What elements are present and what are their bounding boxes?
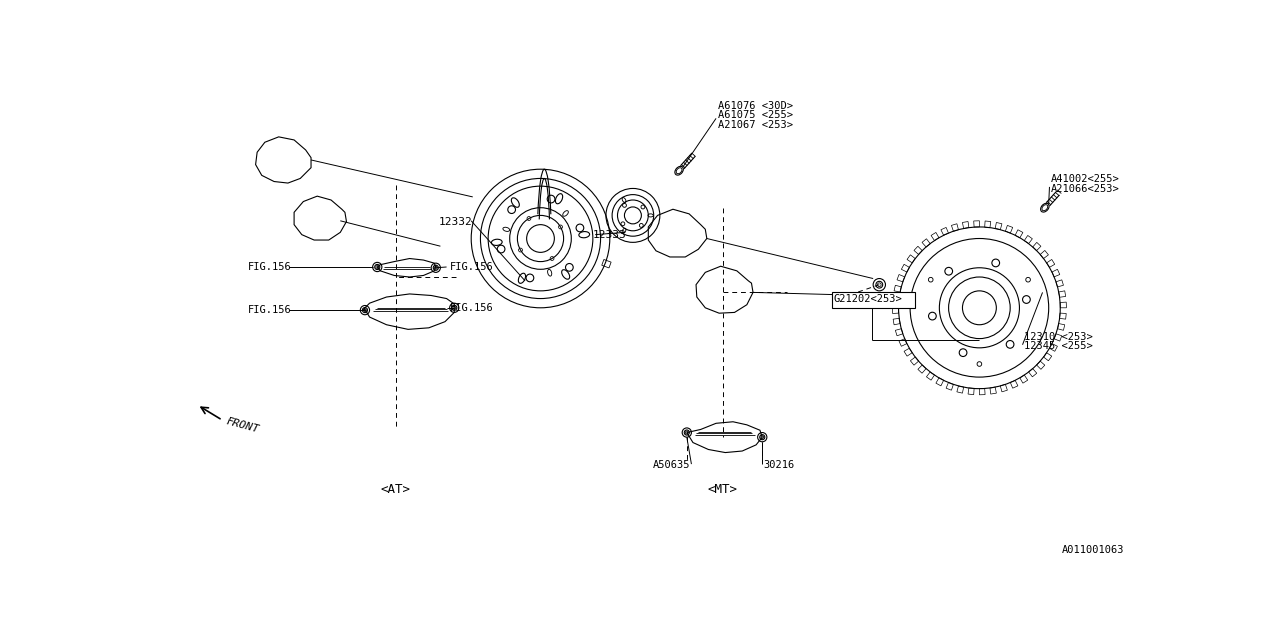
Text: A61076 <30D>: A61076 <30D> xyxy=(718,101,792,111)
Text: 30216: 30216 xyxy=(764,460,795,470)
Bar xyxy=(832,292,915,308)
Text: FIG.156: FIG.156 xyxy=(248,305,292,315)
Text: 12333: 12333 xyxy=(593,230,627,241)
Text: FRONT: FRONT xyxy=(225,416,260,435)
Bar xyxy=(602,259,611,268)
Text: <MT>: <MT> xyxy=(708,483,739,495)
Text: FIG.156: FIG.156 xyxy=(449,303,493,313)
Text: 12332: 12332 xyxy=(439,216,472,227)
Text: FIG.156: FIG.156 xyxy=(449,262,493,272)
Text: A61075 <255>: A61075 <255> xyxy=(718,110,792,120)
Text: 12310 <253>: 12310 <253> xyxy=(1024,332,1093,342)
Text: G21202<253>: G21202<253> xyxy=(833,294,902,303)
Text: A011001063: A011001063 xyxy=(1061,545,1124,555)
Text: FIG.156: FIG.156 xyxy=(248,262,292,272)
Text: 12345 <255>: 12345 <255> xyxy=(1024,341,1093,351)
Text: A21067 <253>: A21067 <253> xyxy=(718,120,792,130)
Text: <AT>: <AT> xyxy=(380,483,411,495)
Text: A21066<253>: A21066<253> xyxy=(1051,184,1120,193)
Text: A41002<255>: A41002<255> xyxy=(1051,174,1120,184)
Text: A50635: A50635 xyxy=(653,460,690,470)
